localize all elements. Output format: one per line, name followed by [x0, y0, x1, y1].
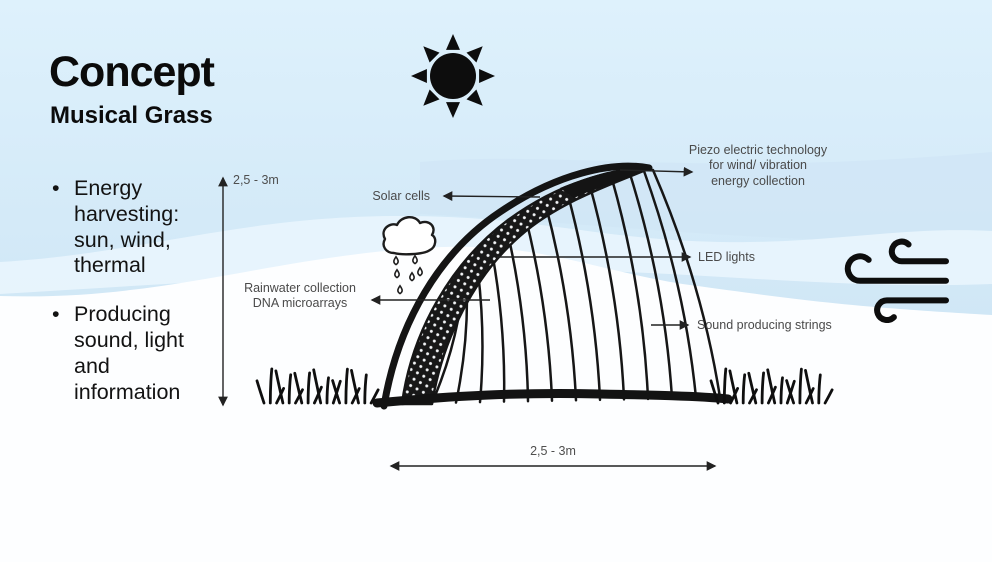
ground-line [372, 388, 733, 408]
sound-strings [430, 168, 722, 405]
grass-icon [255, 367, 380, 405]
label-rainwater: Rainwater collection DNA microarrays [244, 281, 356, 311]
annotation-arrows [370, 166, 694, 330]
width-dimension-label: 2,5 - 3m [530, 444, 576, 458]
rain-cloud-icon [382, 216, 437, 295]
label-piezo: Piezo electric technology for wind/ vibr… [688, 143, 828, 188]
page-title: Concept [49, 48, 215, 96]
grass-icon [709, 367, 834, 405]
sun-icon [411, 34, 495, 118]
height-dimension-label: 2,5 - 3m [233, 173, 279, 187]
label-solar-cells: Solar cells [372, 189, 430, 203]
label-sound-strings: Sound producing strings [697, 318, 832, 332]
dimension-arrows [218, 176, 717, 471]
bullet-list: Energy harvesting: sun, wind, thermal Pr… [50, 176, 218, 428]
wind-icon [844, 238, 949, 323]
page-subtitle: Musical Grass [50, 102, 213, 129]
bullet-energy-harvesting: Energy harvesting: sun, wind, thermal [50, 176, 218, 279]
label-led-lights: LED lights [698, 250, 755, 264]
bullet-producing: Producing sound, light and information [50, 302, 218, 405]
